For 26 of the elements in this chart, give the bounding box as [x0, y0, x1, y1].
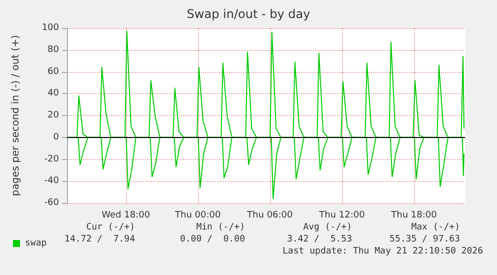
y-tick-label: 40 — [48, 88, 60, 99]
legend-label: swap — [25, 238, 47, 248]
y-tick-label: -40 — [44, 176, 60, 186]
y-tick-label: 60 — [48, 66, 60, 77]
text: Avg (-/+) — [303, 222, 352, 232]
y-tick-label: 0 — [53, 132, 60, 142]
text: 55.35 / 97.63 — [390, 234, 460, 244]
x-tick-label: Thu 12:00 — [318, 210, 366, 220]
y-tick-label: 20 — [48, 110, 60, 120]
text: Max (-/+) — [411, 222, 460, 232]
text: Min (-/+) — [196, 222, 245, 232]
text: 14.72 / 7.94 — [64, 234, 135, 244]
text: Last update: Thu May 21 22:10:50 2026 — [282, 246, 483, 256]
text: 0.00 / 0.00 — [180, 234, 245, 244]
y-tick-label: -60 — [44, 198, 60, 208]
y-tick-label: -20 — [44, 154, 60, 164]
y-tick-label: 80 — [48, 44, 60, 55]
x-tick-label: Wed 18:00 — [102, 210, 150, 220]
text: 3.42 / 5.53 — [286, 234, 352, 244]
y-axis-title: pages per second in (-) / out (+) — [10, 34, 22, 196]
chart-title: Swap in/out - by day — [186, 7, 310, 21]
text: Cur (-/+) — [86, 222, 135, 232]
x-tick-label: Thu 18:00 — [390, 210, 438, 220]
x-tick-label: Thu 00:00 — [174, 210, 221, 220]
x-tick-label: Thu 06:00 — [246, 210, 294, 220]
y-tick-label: 100 — [42, 23, 60, 33]
